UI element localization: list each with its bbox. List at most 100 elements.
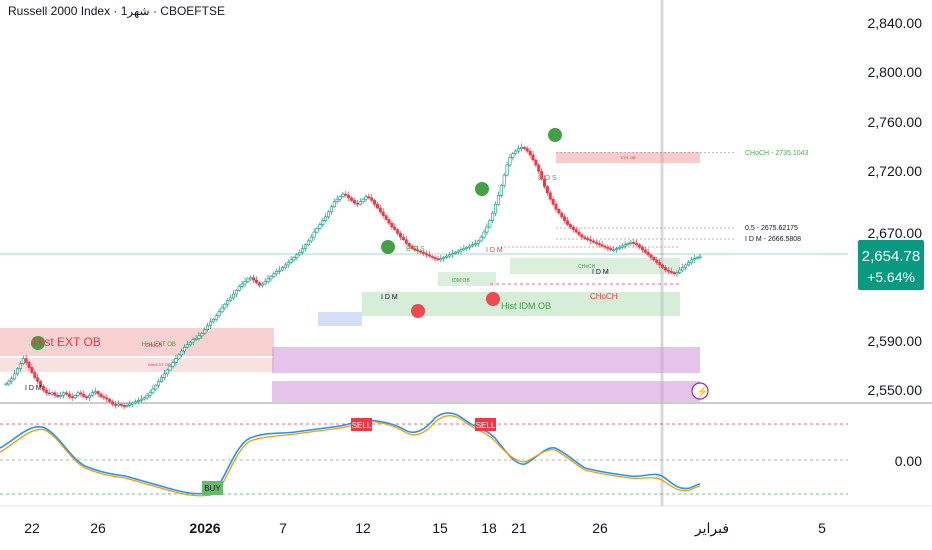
candle-body [465, 246, 469, 249]
candle-body [485, 226, 489, 233]
bos-label-1: B O S [406, 246, 425, 253]
candle-body [229, 297, 233, 301]
candle-body [698, 255, 702, 258]
candle-body [658, 262, 662, 266]
candle-body [105, 397, 109, 400]
candle-body [566, 220, 570, 225]
candle-body [505, 164, 509, 176]
candle-body [298, 252, 302, 256]
osc-zero-label: 0.00 [895, 453, 922, 469]
candle-body [148, 392, 152, 396]
candle-body [96, 391, 100, 395]
candle-body [125, 405, 129, 408]
candle-body [309, 236, 313, 242]
idm-label-4: I D M [592, 269, 609, 276]
candle-body [335, 198, 339, 203]
candle-body [672, 272, 676, 275]
candle-body [554, 203, 558, 210]
candle-body [384, 215, 388, 220]
candle-body [508, 157, 512, 166]
fib-level-label: 0.5 - 2675.62175 [745, 225, 798, 232]
time-tick-label: 5 [818, 520, 826, 536]
candle-body [30, 367, 34, 373]
candle-body [99, 393, 103, 397]
idm-label-1: I D M [25, 385, 42, 392]
candle-body [44, 389, 48, 394]
candle-body [603, 245, 607, 248]
candle-body [445, 255, 449, 258]
candle-body [341, 193, 345, 197]
candle-body [303, 244, 307, 249]
candle-body [47, 392, 51, 395]
candle-body [266, 278, 270, 282]
candle-body [433, 257, 437, 259]
candle-body [692, 258, 696, 261]
lightning-icon [691, 382, 709, 400]
candle-body [626, 243, 630, 246]
purple-zone-1 [272, 347, 700, 373]
candle-body [113, 403, 117, 406]
candle-body [462, 248, 466, 251]
candle-body [404, 239, 408, 244]
candle-body [422, 252, 426, 254]
candle-body [338, 196, 342, 200]
candle-body [286, 262, 290, 266]
candle-body [223, 303, 227, 309]
candle-body [675, 272, 679, 275]
candle-body [13, 373, 17, 380]
candle-body [220, 307, 224, 313]
candle-body [18, 363, 22, 370]
candle-body [370, 197, 374, 201]
candle-body [537, 164, 541, 172]
time-tick-label: 26 [592, 520, 608, 536]
candle-body [393, 226, 397, 230]
candle-body [36, 377, 40, 382]
candle-body [174, 358, 178, 363]
current-price-label: 2,654.78 [862, 248, 920, 265]
ext-ob-small-label: Hist EXT OB [142, 342, 176, 348]
buy-signal-label: BUY [204, 484, 221, 493]
candle-body [85, 396, 89, 399]
candles-group [4, 143, 702, 410]
idm-label-3: I D M [486, 247, 503, 254]
candle-body [188, 341, 192, 346]
candle-body [21, 358, 25, 364]
purple-zone-2 [272, 381, 700, 402]
price-axis: 2,840.00 2,800.00 2,760.00 2,720.00 2,670.00… [868, 15, 923, 398]
candle-body [396, 229, 400, 234]
candle-body [439, 258, 443, 261]
candle-body [240, 283, 244, 287]
lightning-glyph: ⚡ [696, 385, 708, 398]
candle-body [491, 212, 495, 221]
candle-body [453, 252, 457, 254]
candle-body [614, 248, 618, 251]
ext-ob-top-zone [556, 152, 700, 163]
time-tick-label: 15 [432, 520, 448, 536]
candle-body [482, 231, 486, 238]
green-dot-4 [548, 128, 562, 142]
candle-body [678, 269, 682, 273]
candle-body [82, 393, 86, 397]
candle-body [416, 249, 420, 252]
candle-body [67, 393, 71, 397]
ext-ob-mid-label: Hist EXT OB [148, 362, 171, 367]
ext-ob-lower-zone [0, 358, 274, 372]
choch-small-label: CHoCH [145, 343, 163, 349]
choch-green-zone [510, 258, 680, 274]
candle-body [643, 249, 647, 253]
candle-body [211, 319, 215, 323]
candle-body [424, 253, 428, 256]
candle-body [275, 271, 279, 275]
candle-body [617, 246, 621, 249]
candle-body [171, 362, 175, 367]
candle-body [197, 335, 201, 339]
candle-body [574, 229, 578, 233]
candle-body [347, 195, 351, 199]
candle-body [217, 311, 221, 316]
candle-body [649, 254, 653, 258]
hist-idm-ob-label: Hist IDM OB [501, 301, 551, 311]
candle-body [635, 243, 639, 246]
candle-body [237, 286, 241, 291]
